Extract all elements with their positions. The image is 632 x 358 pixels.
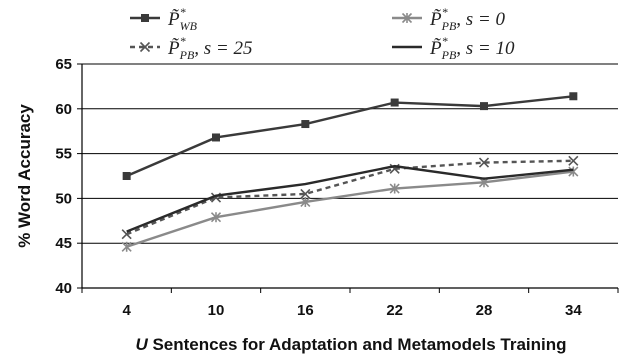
axes xyxy=(77,63,619,293)
data-point-pwb xyxy=(212,133,220,142)
y-tick-labels: 40 45 50 55 60 65 xyxy=(55,56,72,297)
data-point-ppb25 xyxy=(478,157,490,168)
x-axis-title-variable: U xyxy=(135,335,148,354)
series-line-ppb10 xyxy=(126,164,574,233)
y-tick-label: 40 xyxy=(55,280,72,297)
series-group xyxy=(121,92,579,252)
data-point-pwb xyxy=(390,98,399,107)
series-line-ppb25 xyxy=(126,159,574,236)
x-axis-title: U Sentences for Adaptation and Metamodel… xyxy=(135,335,566,354)
y-tick-label: 55 xyxy=(55,146,72,163)
legend-marker-ppb0 xyxy=(401,12,413,24)
series-line-pwb xyxy=(126,95,574,178)
data-point-ppb25 xyxy=(300,188,311,199)
data-point-ppb0 xyxy=(300,196,311,208)
legend-item-ppb10: P̃* PB, s = 10 xyxy=(392,34,515,62)
legend-item-ppb0: P̃* PB, s = 0 xyxy=(392,5,505,33)
x-tick-label: 28 xyxy=(476,302,493,319)
y-axis-title: % Word Accuracy xyxy=(15,104,34,248)
data-point-ppb0 xyxy=(121,241,132,252)
data-point-ppb0 xyxy=(568,166,579,177)
data-point-ppb25 xyxy=(568,155,579,166)
data-point-pwb xyxy=(480,102,488,111)
legend-label-ppb10: P̃* PB, s = 10 xyxy=(429,34,515,62)
data-point-pwb xyxy=(301,120,310,129)
series-line-ppb0 xyxy=(126,170,574,248)
y-tick-label: 45 xyxy=(55,235,72,252)
legend-label-pwb: P̃* WB xyxy=(167,5,198,33)
data-point-ppb0 xyxy=(389,183,400,194)
x-axis-title-rest: Sentences for Adaptation and Metamodels … xyxy=(148,335,567,354)
x-tick-label: 34 xyxy=(565,302,582,319)
y-tick-label: 60 xyxy=(55,101,72,118)
x-tick-label: 22 xyxy=(386,302,403,319)
x-tick-label: 10 xyxy=(208,302,225,319)
legend: P̃* WB P̃* PB, s = 0 P̃* PB, s = 25 P̃* PB, s =… xyxy=(130,5,515,62)
x-tick-labels: 4 10 16 22 28 34 xyxy=(122,302,582,319)
data-point-ppb0 xyxy=(210,212,222,223)
x-tick-label: 4 xyxy=(122,302,131,319)
legend-item-pwb: P̃* WB xyxy=(130,5,198,33)
y-tick-label: 50 xyxy=(55,190,72,207)
y-tick-label: 65 xyxy=(55,56,72,73)
data-point-pwb xyxy=(569,92,578,101)
x-tick-label: 16 xyxy=(297,302,314,319)
legend-marker-pwb xyxy=(141,14,149,22)
data-point-pwb xyxy=(122,172,131,180)
legend-label-ppb0: P̃* PB, s = 0 xyxy=(429,5,505,33)
legend-marker-ppb25 xyxy=(139,41,151,53)
legend-label-ppb25: P̃* PB, s = 25 xyxy=(167,34,253,62)
legend-item-ppb25: P̃* PB, s = 25 xyxy=(130,34,253,62)
